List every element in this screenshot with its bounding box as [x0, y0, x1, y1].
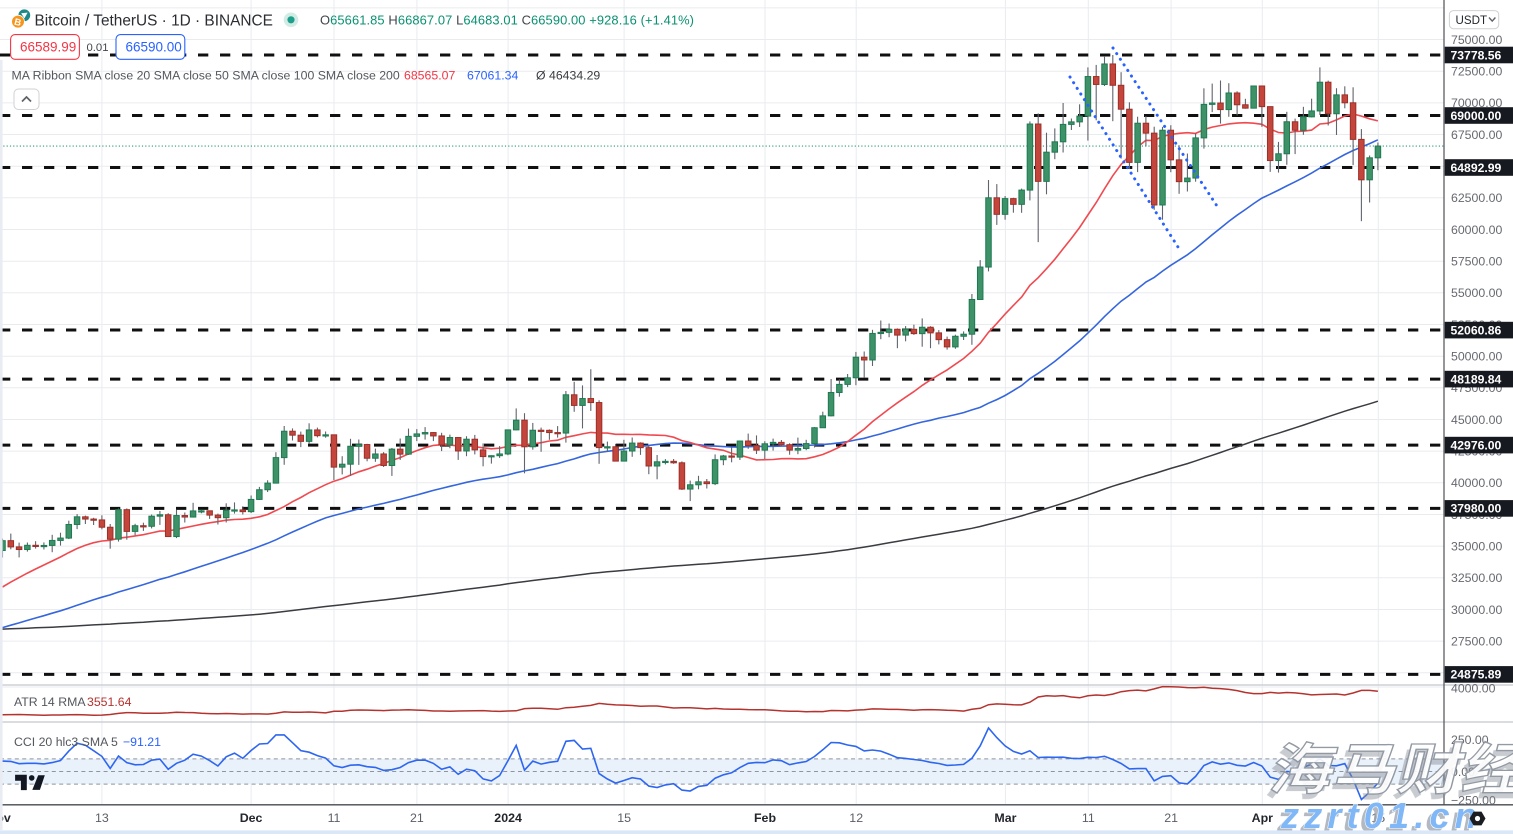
svg-text:11: 11	[328, 811, 341, 825]
svg-text:2024: 2024	[494, 811, 522, 825]
svg-text:Dec: Dec	[240, 811, 263, 825]
svg-text:52060.86: 52060.86	[1451, 323, 1502, 337]
svg-text:75000.00: 75000.00	[1451, 33, 1502, 47]
svg-text:30000.00: 30000.00	[1451, 603, 1502, 617]
svg-text:40000.00: 40000.00	[1451, 476, 1502, 490]
svg-text:62500.00: 62500.00	[1451, 191, 1502, 205]
svg-text:Ø 46434.29: Ø 46434.29	[536, 69, 600, 83]
svg-text:12: 12	[849, 811, 863, 825]
svg-text:O65661.85 H66867.07 L64683.01: O65661.85 H66867.07 L64683.01 C66590.00 …	[320, 13, 694, 28]
svg-text:Feb: Feb	[754, 811, 776, 825]
svg-text:32500.00: 32500.00	[1451, 571, 1502, 585]
svg-text:60000.00: 60000.00	[1451, 223, 1502, 237]
svg-text:45000.00: 45000.00	[1451, 413, 1502, 427]
svg-text:3551.64: 3551.64	[87, 695, 132, 709]
svg-text:15: 15	[1371, 811, 1385, 825]
svg-text:48189.84: 48189.84	[1451, 372, 1502, 386]
svg-text:MA Ribbon SMA close 20 SMA clo: MA Ribbon SMA close 20 SMA close 50 SMA …	[12, 69, 400, 83]
svg-text:55000.00: 55000.00	[1451, 286, 1502, 300]
svg-text:Mar: Mar	[994, 811, 1016, 825]
svg-text:21: 21	[1164, 811, 1178, 825]
svg-text:13: 13	[95, 811, 109, 825]
svg-text:70000.00: 70000.00	[1451, 96, 1502, 110]
svg-text:11: 11	[1082, 811, 1095, 825]
svg-text:USDT: USDT	[1456, 14, 1488, 27]
svg-text:B: B	[13, 17, 22, 29]
svg-text:73778.56: 73778.56	[1451, 48, 1502, 62]
svg-text:72500.00: 72500.00	[1451, 65, 1502, 79]
svg-text:CCI 20 hlc3 SMA 5: CCI 20 hlc3 SMA 5	[14, 735, 118, 749]
svg-text:Apr: Apr	[1252, 811, 1274, 825]
svg-text:64892.99: 64892.99	[1451, 161, 1502, 175]
svg-text:24875.89: 24875.89	[1451, 668, 1502, 682]
svg-text:66590.00: 66590.00	[126, 40, 182, 55]
svg-text:35000.00: 35000.00	[1451, 539, 1502, 553]
svg-text:67061.34: 67061.34	[467, 69, 518, 83]
svg-text:37980.00: 37980.00	[1451, 502, 1502, 516]
svg-text:67500.00: 67500.00	[1451, 128, 1502, 142]
svg-text:15: 15	[617, 811, 631, 825]
svg-text:27500.00: 27500.00	[1451, 634, 1502, 648]
svg-text:zzrt01.cn: zzrt01.cn	[1280, 795, 1482, 834]
svg-text:66589.99: 66589.99	[20, 40, 76, 55]
svg-text:ATR 14 RMA: ATR 14 RMA	[14, 695, 86, 709]
svg-text:4000.00: 4000.00	[1451, 681, 1496, 695]
svg-text:42976.00: 42976.00	[1451, 438, 1502, 452]
svg-text:21: 21	[410, 811, 424, 825]
svg-text:Bitcoin / TetherUS · 1D · BINA: Bitcoin / TetherUS · 1D · BINANCE	[35, 13, 273, 30]
svg-text:−91.21: −91.21	[123, 735, 161, 749]
svg-text:50000.00: 50000.00	[1451, 350, 1502, 364]
svg-text:0.01: 0.01	[87, 42, 109, 54]
svg-text:68565.07: 68565.07	[404, 69, 455, 83]
svg-text:69000.00: 69000.00	[1451, 109, 1502, 123]
svg-text:Nov: Nov	[0, 811, 11, 825]
svg-text:57500.00: 57500.00	[1451, 255, 1502, 269]
